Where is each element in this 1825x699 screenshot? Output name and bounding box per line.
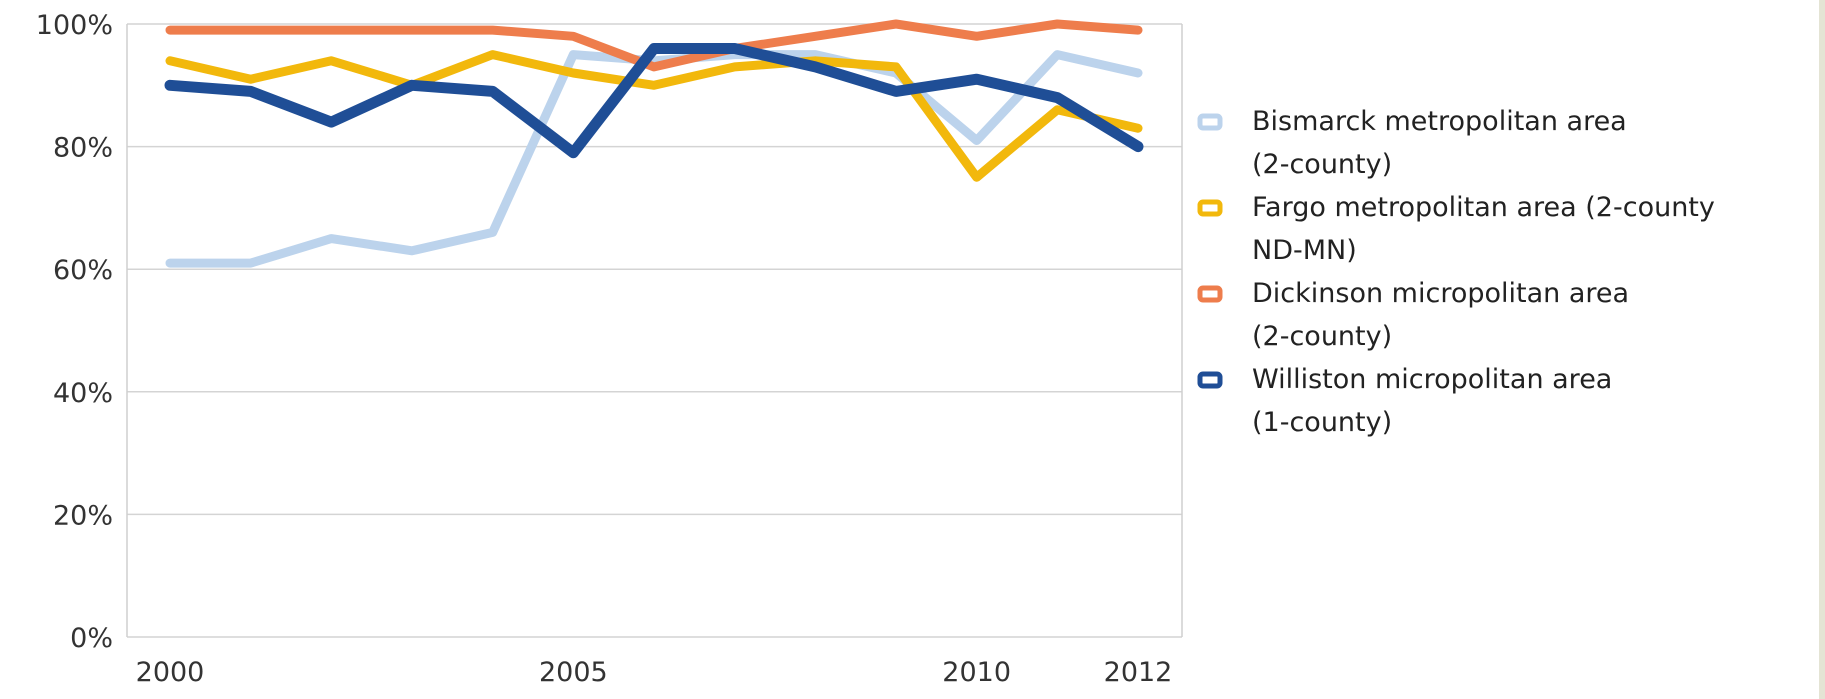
legend-label: Dickinson micropolitan area	[1252, 278, 1629, 309]
series-line	[165, 50, 1143, 182]
y-tick-label: 60%	[53, 255, 113, 286]
legend-label: Bismarck metropolitan area	[1252, 106, 1627, 137]
legend-item: Dickinson micropolitan area (2-county)	[1197, 278, 1629, 352]
x-tick-label: 2010	[942, 657, 1011, 688]
y-tick-label: 100%	[36, 10, 113, 41]
y-tick-label: 40%	[53, 378, 113, 409]
legend: Bismarck metropolitan area (2-county) Farg…	[1197, 106, 1715, 438]
legend-label: (2-county)	[1252, 321, 1392, 352]
axes	[126, 24, 1183, 637]
x-tick-label: 2012	[1104, 657, 1173, 688]
legend-marker	[1197, 371, 1223, 389]
legend-label: Williston micropolitan area	[1252, 364, 1612, 395]
series-lines	[164, 19, 1144, 268]
series-line	[165, 19, 1143, 72]
series-line	[165, 50, 1143, 268]
legend-item: Fargo metropolitan area (2-county ND-MN)	[1197, 192, 1715, 266]
legend-label: ND-MN)	[1252, 235, 1357, 266]
x-tick-label: 2000	[136, 657, 205, 688]
legend-item: Williston micropolitan area (1-county)	[1197, 364, 1612, 438]
legend-marker	[1197, 199, 1223, 217]
series-line	[164, 43, 1144, 159]
x-axis-tick-labels: 2000 2005 2010 2012	[136, 657, 1173, 688]
page-edge	[1819, 0, 1825, 699]
legend-label: (2-county)	[1252, 149, 1392, 180]
y-tick-label: 0%	[70, 623, 113, 654]
y-tick-label: 20%	[53, 500, 113, 531]
y-tick-label: 80%	[53, 133, 113, 164]
legend-marker	[1197, 113, 1223, 131]
legend-label: (1-county)	[1252, 407, 1392, 438]
legend-label: Fargo metropolitan area (2-county	[1252, 192, 1715, 223]
grid-lines	[127, 23, 1182, 638]
legend-item: Bismarck metropolitan area (2-county)	[1197, 106, 1627, 180]
x-tick-label: 2005	[539, 657, 608, 688]
legend-marker	[1197, 285, 1223, 303]
y-axis-tick-labels: 0% 20% 40% 60% 80% 100%	[36, 10, 113, 654]
